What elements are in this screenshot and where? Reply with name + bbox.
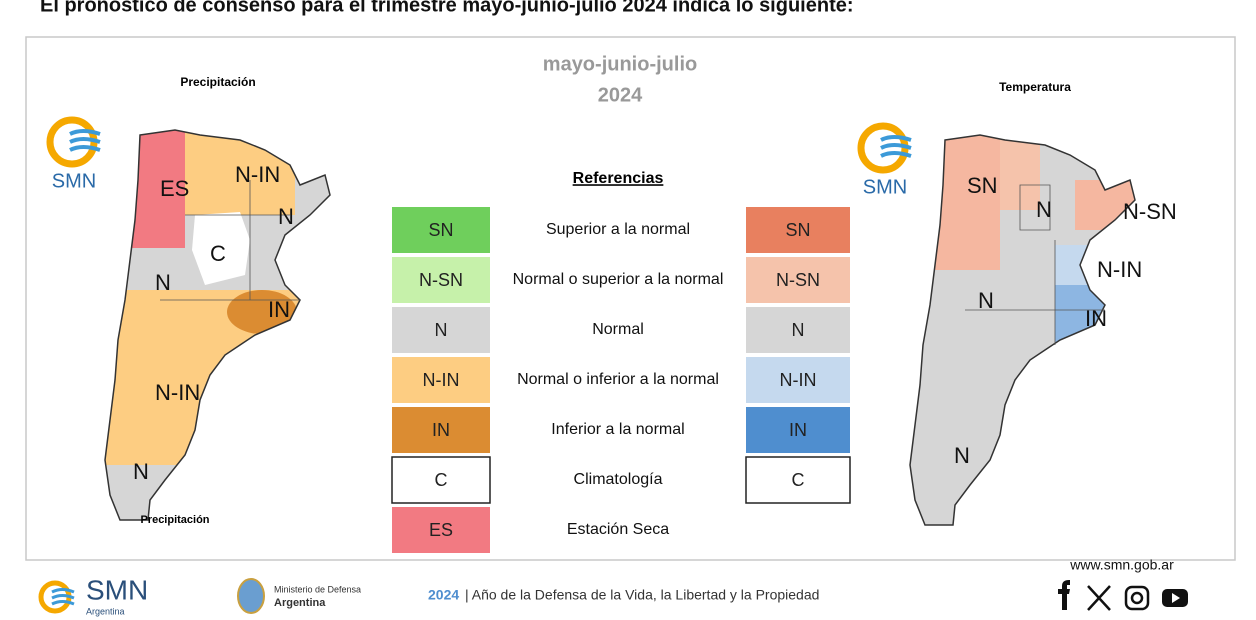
map-label: N-IN	[155, 380, 200, 405]
map-label: ES	[160, 176, 189, 201]
legend-swatch	[391, 456, 491, 504]
smn-logo: SMN	[857, 122, 912, 198]
legend-swatch	[746, 357, 850, 403]
legend-code: N-IN	[780, 370, 817, 390]
legend-code: ES	[429, 520, 453, 540]
footer-logo-text: SMN	[86, 574, 148, 605]
map-label: N-IN	[1097, 257, 1142, 282]
legend-code: C	[792, 470, 805, 490]
map-label: N-SN	[1123, 199, 1177, 224]
period: mayo-junio-julio	[543, 53, 697, 75]
legend-title: Referencias	[573, 170, 664, 187]
legend-code: N-SN	[776, 270, 820, 290]
logo-text: SMN	[52, 170, 96, 192]
map-label: IN	[268, 297, 290, 322]
website: www.smn.gob.ar	[1069, 557, 1174, 573]
legend-code: N	[792, 320, 805, 340]
legend-code: SN	[428, 220, 453, 240]
map-label: SN	[967, 173, 998, 198]
legend-swatch	[746, 407, 850, 453]
map-label: N	[1036, 197, 1052, 222]
map-label: N	[278, 204, 294, 229]
legend-swatch	[392, 407, 490, 453]
map-label: N-IN	[235, 162, 280, 187]
smn-logo: SMN	[46, 116, 101, 192]
map-title: Precipitación	[140, 514, 209, 526]
legend-code: N-IN	[423, 370, 460, 390]
legend-description: Climatología	[574, 471, 663, 488]
footer-logo-sub: Argentina	[86, 606, 125, 616]
legend-swatch	[392, 257, 490, 303]
map-title: Precipitación	[180, 75, 255, 89]
legend-swatch	[746, 257, 850, 303]
ministry-name: Ministerio de Defensa	[274, 584, 361, 594]
legend-description: Normal o inferior a la normal	[517, 371, 719, 388]
legend-description: Superior a la normal	[546, 221, 690, 238]
legend-swatch	[745, 456, 851, 504]
legend-swatch	[392, 207, 490, 253]
legend-code: N-SN	[419, 270, 463, 290]
legend-swatch	[392, 357, 490, 403]
ministry-logo: Ministerio de Defensa Argentina	[237, 578, 361, 614]
map-label: N	[133, 459, 149, 484]
map-label: N	[954, 443, 970, 468]
legend-description: Estación Seca	[567, 521, 669, 538]
legend-code: IN	[789, 420, 807, 440]
map-label: N	[978, 288, 994, 313]
footer-year: 2024	[428, 587, 459, 603]
footer-motto: | Año de la Defensa de la Vida, la Liber…	[465, 587, 819, 603]
legend-code: IN	[432, 420, 450, 440]
legend-code: C	[435, 470, 448, 490]
footer-logo: SMN Argentina	[38, 574, 148, 616]
legend-code: SN	[785, 220, 810, 240]
map-label: N	[155, 270, 171, 295]
legend-description: Normal o superior a la normal	[513, 271, 724, 288]
x-icon[interactable]	[1087, 585, 1111, 611]
legend-description: Normal	[592, 321, 644, 338]
period-year: 2024	[598, 84, 643, 106]
map-label: IN	[1085, 306, 1107, 331]
social-icons	[1058, 580, 1188, 611]
map-label: C	[210, 241, 226, 266]
legend: SN Superior a la normal SN N-SN Normal o sup…	[391, 207, 851, 553]
instagram-icon[interactable]	[1124, 585, 1150, 611]
legend-swatch	[392, 507, 490, 553]
logo-text: SMN	[863, 176, 907, 198]
page-title: El pronóstico de consenso para el trimes…	[40, 0, 854, 16]
ministry-sub: Argentina	[274, 597, 326, 609]
legend-code: N	[435, 320, 448, 340]
facebook-icon[interactable]	[1058, 580, 1070, 610]
legend-swatch	[746, 207, 850, 253]
legend-swatch	[746, 307, 850, 353]
legend-swatch	[392, 307, 490, 353]
legend-description: Inferior a la normal	[551, 421, 684, 438]
map-title: Temperatura	[999, 80, 1071, 94]
